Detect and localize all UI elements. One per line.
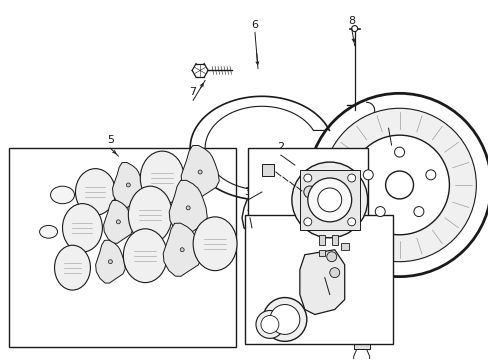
Text: 1: 1 [385, 115, 391, 125]
Circle shape [349, 135, 448, 235]
Bar [318, 250, 324, 256]
Text: 9: 9 [325, 282, 333, 292]
Bar [9, 148, 236, 347]
Circle shape [317, 188, 341, 212]
Circle shape [351, 26, 357, 32]
Ellipse shape [123, 229, 167, 283]
Circle shape [385, 171, 413, 199]
Bar [340, 243, 348, 250]
Polygon shape [96, 240, 125, 283]
Circle shape [303, 186, 315, 198]
Circle shape [198, 170, 202, 174]
Ellipse shape [50, 186, 74, 204]
Bar [331, 235, 337, 245]
Circle shape [263, 298, 306, 341]
Bar [262, 164, 273, 176]
Ellipse shape [140, 151, 184, 205]
Circle shape [347, 218, 355, 226]
Circle shape [326, 252, 336, 262]
Ellipse shape [40, 225, 58, 238]
Circle shape [261, 315, 278, 333]
Circle shape [186, 206, 190, 210]
Circle shape [425, 170, 435, 180]
Circle shape [307, 93, 488, 276]
Bar [299, 170, 359, 230]
Polygon shape [163, 223, 201, 276]
Text: 6: 6 [251, 19, 258, 30]
Bar [318, 235, 324, 245]
Polygon shape [181, 145, 219, 199]
Circle shape [347, 174, 355, 182]
Circle shape [269, 305, 299, 334]
Polygon shape [299, 250, 344, 315]
Circle shape [322, 108, 475, 262]
Circle shape [303, 174, 311, 182]
Circle shape [116, 220, 120, 224]
Circle shape [126, 183, 130, 187]
Circle shape [307, 178, 351, 222]
Circle shape [374, 207, 385, 217]
Bar [319, 213, 339, 227]
Circle shape [255, 310, 284, 338]
Circle shape [413, 207, 423, 217]
Circle shape [363, 170, 372, 180]
Ellipse shape [193, 217, 237, 271]
Polygon shape [112, 162, 144, 207]
Circle shape [180, 248, 184, 252]
Text: 8: 8 [347, 15, 354, 26]
Bar [247, 148, 367, 248]
Polygon shape [169, 180, 207, 235]
Ellipse shape [55, 245, 90, 290]
Text: 4: 4 [246, 205, 253, 215]
Text: 3: 3 [244, 187, 251, 197]
Polygon shape [103, 201, 133, 243]
Text: 7: 7 [189, 87, 196, 97]
Bar [244, 215, 392, 345]
Circle shape [303, 218, 311, 226]
Ellipse shape [62, 204, 102, 252]
Circle shape [394, 147, 404, 157]
Bar [353, 339, 369, 349]
Text: 2: 2 [277, 142, 284, 152]
Text: 5: 5 [107, 135, 114, 145]
Ellipse shape [75, 168, 115, 215]
Circle shape [108, 260, 112, 264]
Circle shape [329, 268, 339, 278]
Circle shape [291, 162, 367, 238]
Ellipse shape [128, 186, 172, 244]
